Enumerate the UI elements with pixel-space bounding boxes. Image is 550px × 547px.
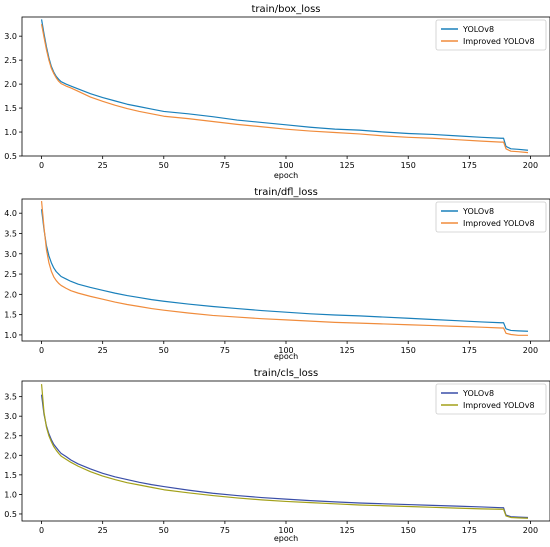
cls-loss-y-tick-label: 3.0 <box>4 412 17 421</box>
cls-loss-x-tick-label: 150 <box>401 526 416 535</box>
box-loss-legend-box <box>435 19 547 51</box>
dfl-loss-x-tick-label: 75 <box>220 346 230 355</box>
dfl-loss-x-tick-label: 175 <box>462 346 477 355</box>
box-loss-y-tick-label: 2.5 <box>4 56 17 65</box>
box-loss-title: train/box_loss <box>251 4 320 15</box>
box-loss-y-tick-label: 3.0 <box>4 32 17 41</box>
dfl-loss-y-tick-label: 3.5 <box>4 229 17 238</box>
cls-loss-panel: train/cls_loss 0.5 1.0 1.5 2.0 2.5 3.0 3.5 0 25… <box>4 368 550 543</box>
cls-loss-y-axis: 0.5 1.0 1.5 2.0 2.5 3.0 3.5 <box>4 393 22 519</box>
box-loss-y-tick-label: 1.0 <box>4 128 17 137</box>
cls-loss-x-tick-label: 50 <box>159 526 169 535</box>
dfl-loss-x-tick-label: 0 <box>39 346 44 355</box>
dfl-loss-series-improved-yolov8-line <box>40 200 528 336</box>
cls-loss-series-yolov8-line <box>40 394 529 519</box>
cls-loss-x-tick-label: 175 <box>462 526 477 535</box>
box-loss-y-tick-label: 2.0 <box>4 80 17 89</box>
dfl-loss-legend: YOLOv8 Improved YOLOv8 <box>435 201 547 233</box>
dfl-loss-y-tick-label: 1.5 <box>4 311 17 320</box>
box-loss-x-axis: 0 25 50 75 100 125 150 175 200 <box>39 156 538 170</box>
dfl-loss-y-tick-label: 2.5 <box>4 270 17 279</box>
dfl-loss-x-axis: 0 25 50 75 100 125 150 175 200 <box>39 341 538 355</box>
box-loss-legend-label: Improved YOLOv8 <box>463 37 535 46</box>
dfl-loss-x-tick-label: 100 <box>278 346 293 355</box>
box-loss-x-tick-label: 25 <box>98 161 108 170</box>
cls-loss-y-tick-label: 3.5 <box>4 393 17 402</box>
dfl-loss-legend-label: Improved YOLOv8 <box>463 219 535 228</box>
cls-loss-y-tick-label: 1.0 <box>4 490 17 499</box>
dfl-loss-x-tick-label: 25 <box>98 346 108 355</box>
dfl-loss-series-yolov8-line <box>40 209 529 332</box>
box-loss-x-tick-label: 50 <box>159 161 169 170</box>
dfl-loss-title: train/dfl_loss <box>254 187 318 198</box>
dfl-loss-y-tick-label: 1.0 <box>4 331 17 340</box>
box-loss-series-improved-yolov8-line <box>40 24 529 154</box>
cls-loss-legend-box <box>435 383 547 415</box>
cls-loss-x-axis: 0 25 50 75 100 125 150 175 200 <box>39 521 538 535</box>
dfl-loss-legend-box <box>435 201 547 233</box>
box-loss-legend: YOLOv8 Improved YOLOv8 <box>435 19 547 51</box>
dfl-loss-x-tick-label: 200 <box>523 346 538 355</box>
box-loss-x-tick-label: 150 <box>401 161 416 170</box>
box-loss-legend-label: YOLOv8 <box>462 25 494 34</box>
box-loss-lines <box>40 19 529 154</box>
dfl-loss-x-tick-label: 125 <box>339 346 354 355</box>
dfl-loss-x-tick-label: 50 <box>159 346 169 355</box>
cls-loss-x-tick-label: 100 <box>278 526 293 535</box>
box-loss-y-tick-label: 0.5 <box>4 152 17 161</box>
cls-loss-y-tick-label: 2.0 <box>4 451 17 460</box>
cls-loss-y-tick-label: 0.5 <box>4 510 17 519</box>
box-loss-y-tick-label: 1.5 <box>4 104 17 113</box>
box-loss-x-tick-label: 75 <box>220 161 230 170</box>
cls-loss-x-tick-label: 75 <box>220 526 230 535</box>
dfl-loss-legend-label: YOLOv8 <box>462 207 494 216</box>
box-loss-x-tick-label: 200 <box>523 161 538 170</box>
cls-loss-x-label: epoch <box>274 534 298 543</box>
cls-loss-y-tick-label: 2.5 <box>4 432 17 441</box>
cls-loss-x-tick-label: 125 <box>339 526 354 535</box>
box-loss-x-tick-label: 0 <box>39 161 44 170</box>
dfl-loss-y-tick-label: 2.0 <box>4 290 17 299</box>
dfl-loss-y-tick-label: 3.0 <box>4 250 17 259</box>
box-loss-y-axis: 0.5 1.0 1.5 2.0 2.5 3.0 <box>4 32 22 161</box>
cls-loss-series-improved-yolov8-line <box>40 384 529 519</box>
cls-loss-title: train/cls_loss <box>254 368 318 379</box>
cls-loss-legend-label: Improved YOLOv8 <box>463 401 535 410</box>
cls-loss-legend: YOLOv8 Improved YOLOv8 <box>435 383 547 415</box>
box-loss-panel: train/box_loss 0.5 1.0 1.5 2.0 2.5 3.0 0 25 50 7… <box>4 4 550 180</box>
dfl-loss-panel: train/dfl_loss 1.0 1.5 2.0 2.5 3.0 3.5 4.0 0 25… <box>4 187 550 361</box>
cls-loss-x-tick-label: 0 <box>39 526 44 535</box>
dfl-loss-x-label: epoch <box>274 352 298 361</box>
cls-loss-lines <box>40 384 529 519</box>
box-loss-x-tick-label: 175 <box>462 161 477 170</box>
box-loss-x-label: epoch <box>274 171 298 180</box>
dfl-loss-lines <box>40 200 529 336</box>
cls-loss-x-tick-label: 25 <box>98 526 108 535</box>
box-loss-x-tick-label: 100 <box>278 161 293 170</box>
dfl-loss-y-tick-label: 4.0 <box>4 209 17 218</box>
dfl-loss-x-tick-label: 150 <box>401 346 416 355</box>
box-loss-x-tick-label: 125 <box>339 161 354 170</box>
cls-loss-x-tick-label: 200 <box>523 526 538 535</box>
box-loss-series-yolov8-line <box>40 19 529 151</box>
cls-loss-y-tick-label: 1.5 <box>4 471 17 480</box>
cls-loss-legend-label: YOLOv8 <box>462 389 494 398</box>
dfl-loss-y-axis: 1.0 1.5 2.0 2.5 3.0 3.5 4.0 <box>4 209 22 340</box>
